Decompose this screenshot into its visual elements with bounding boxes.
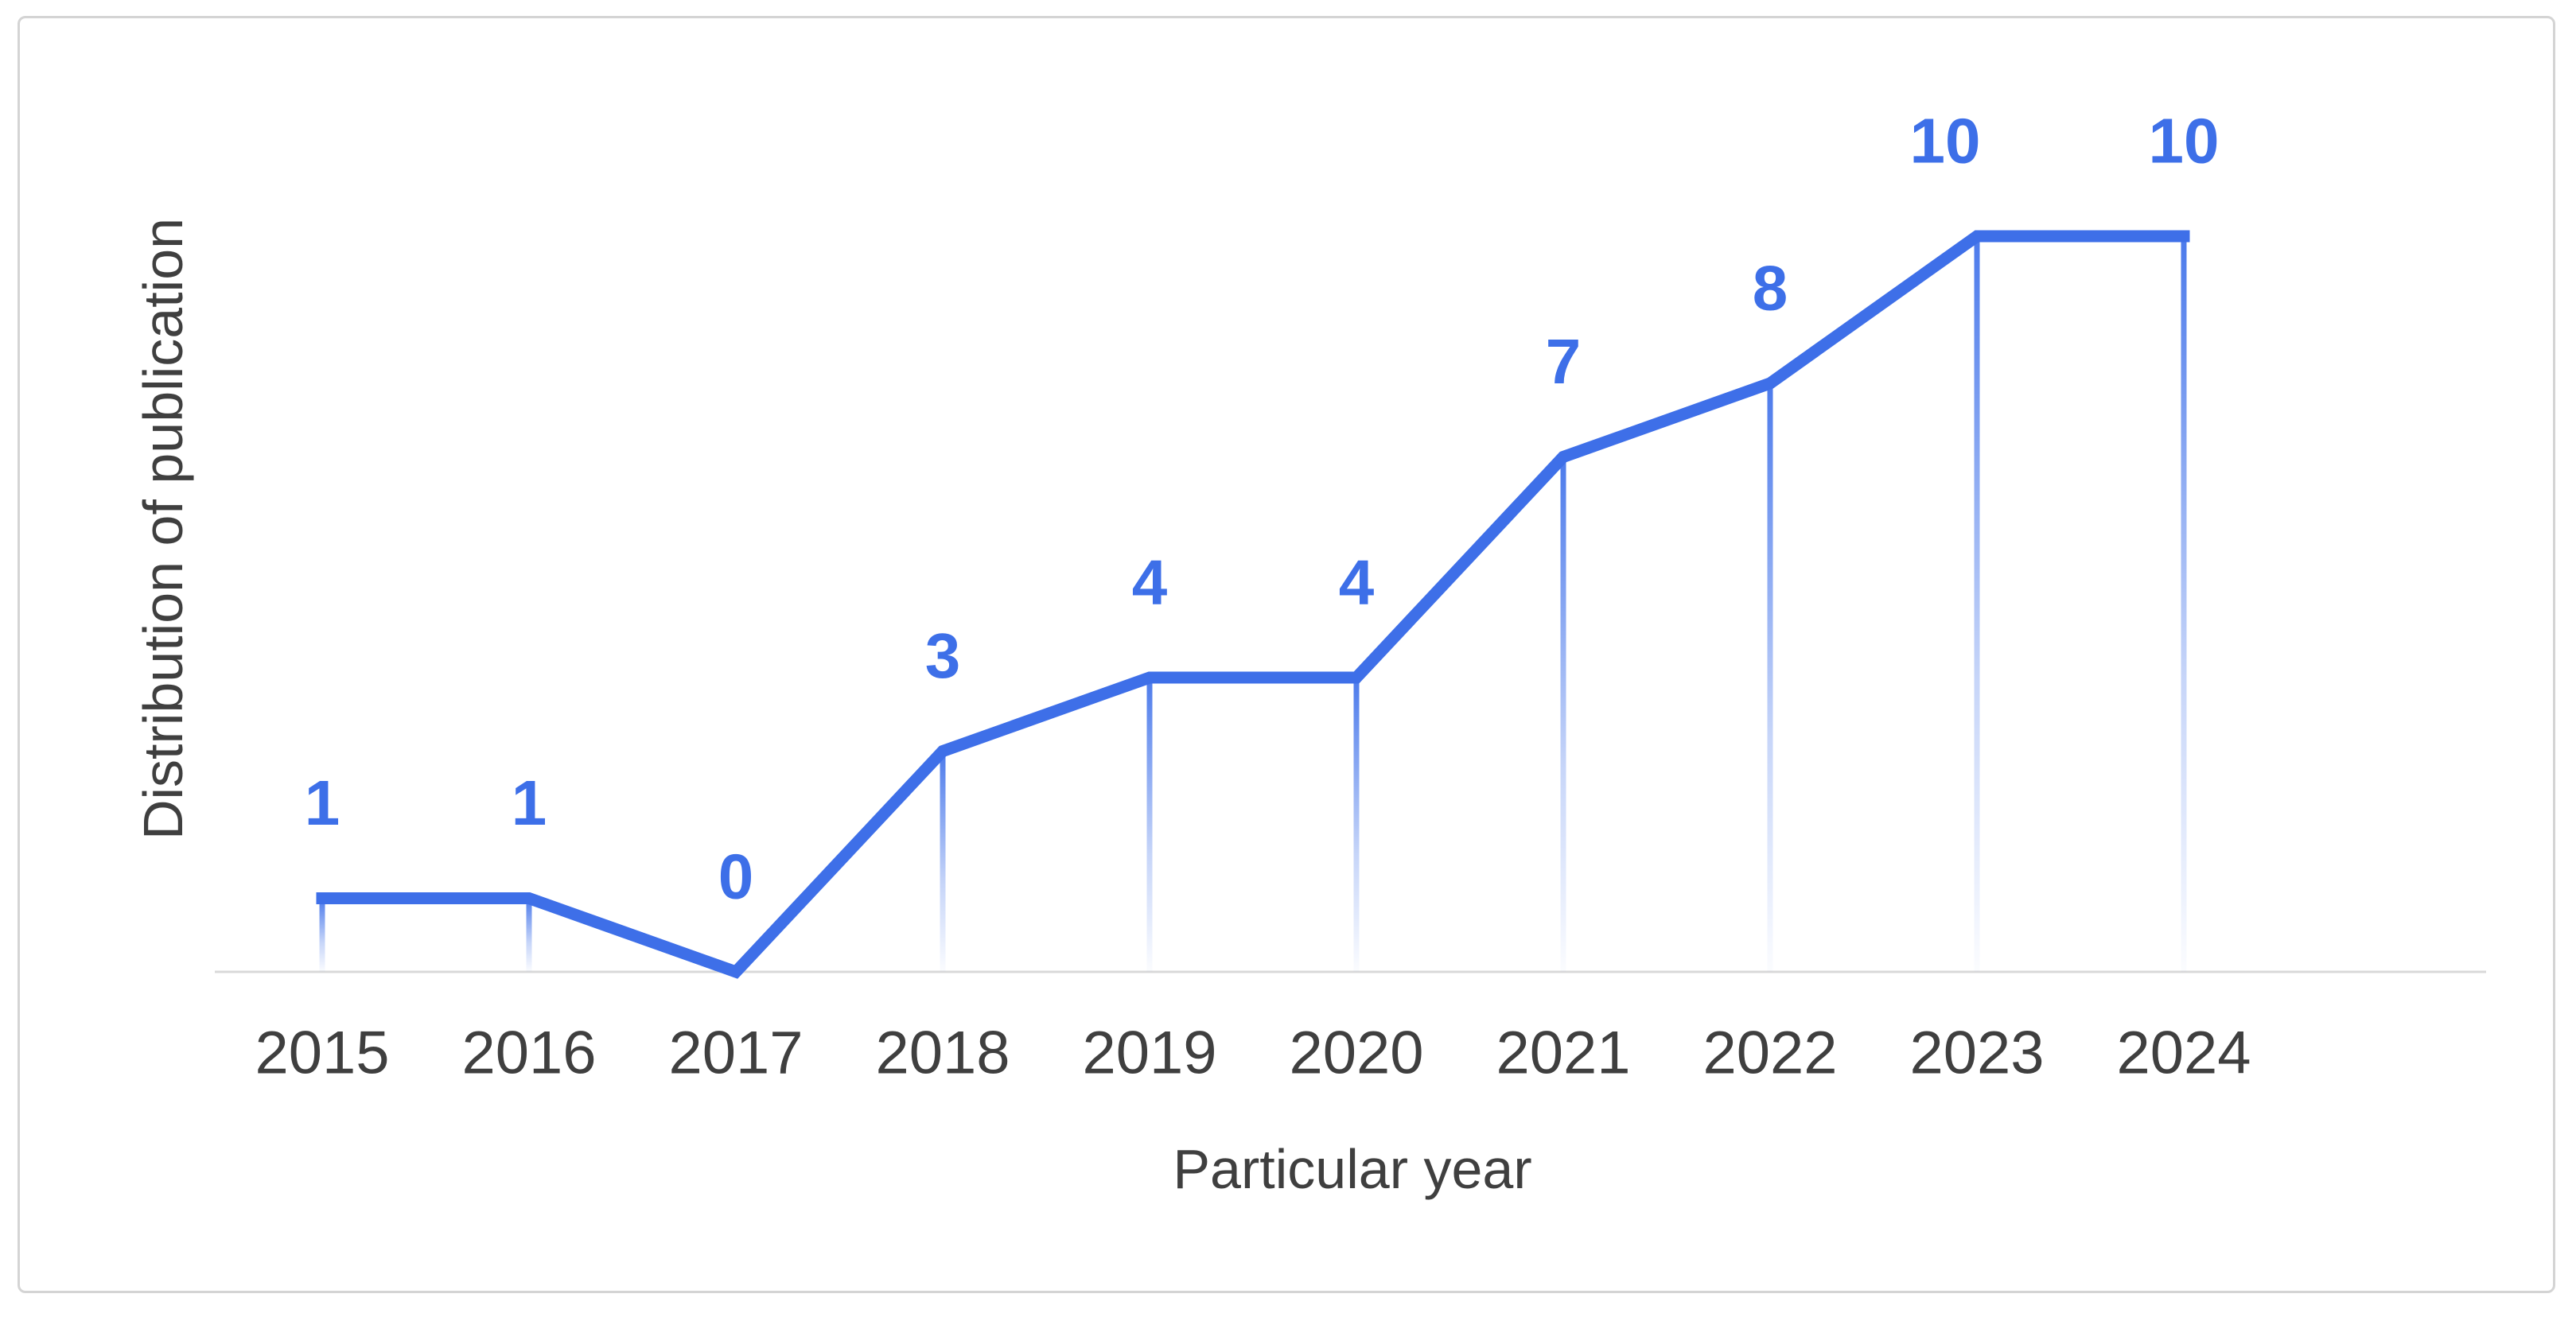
x-tick-label: 2023 (1909, 1020, 2044, 1087)
data-point-label: 10 (1910, 106, 1981, 177)
x-tick-label: 2015 (255, 1020, 389, 1087)
drop-line (1353, 678, 1360, 972)
data-point-label: 1 (305, 767, 340, 838)
series-line (316, 230, 2190, 979)
x-tick-label: 2016 (461, 1020, 596, 1087)
x-tick-label: 2020 (1289, 1020, 1423, 1087)
drop-line (1560, 456, 1566, 972)
drop-line (940, 751, 946, 972)
drop-line (1767, 383, 1773, 972)
x-tick-label: 2022 (1702, 1020, 1837, 1087)
x-tick-label: 2024 (2116, 1020, 2251, 1087)
x-tick-labels-group: 2015 2016 2017 2018 2019 2020 2021 2022 2023 2024 (255, 1020, 2251, 1087)
x-tick-label: 2019 (1082, 1020, 1216, 1087)
drop-line (2181, 236, 2187, 972)
data-point-label: 1 (512, 767, 547, 838)
data-point-label: 4 (1339, 547, 1375, 618)
drop-lines-group (319, 236, 2187, 972)
data-point-label: 4 (1132, 547, 1168, 618)
data-point-label: 10 (2149, 106, 2220, 177)
drop-line (1974, 236, 1980, 972)
series-line-group (316, 230, 2190, 979)
drop-line (526, 898, 532, 972)
drop-line (1146, 678, 1153, 972)
x-tick-label: 2021 (1496, 1020, 1630, 1087)
drop-line (319, 898, 325, 972)
data-point-label: 7 (1546, 326, 1582, 397)
x-tick-label: 2018 (875, 1020, 1010, 1087)
chart-frame (18, 16, 2555, 1293)
y-axis-title: Distribution of publication (132, 218, 194, 840)
data-point-label: 8 (1753, 253, 1788, 324)
data-point-label: 3 (925, 620, 961, 691)
x-axis-title: Particular year (1173, 1138, 1531, 1200)
x-tick-label: 2017 (668, 1020, 803, 1087)
data-point-label: 0 (718, 841, 754, 912)
